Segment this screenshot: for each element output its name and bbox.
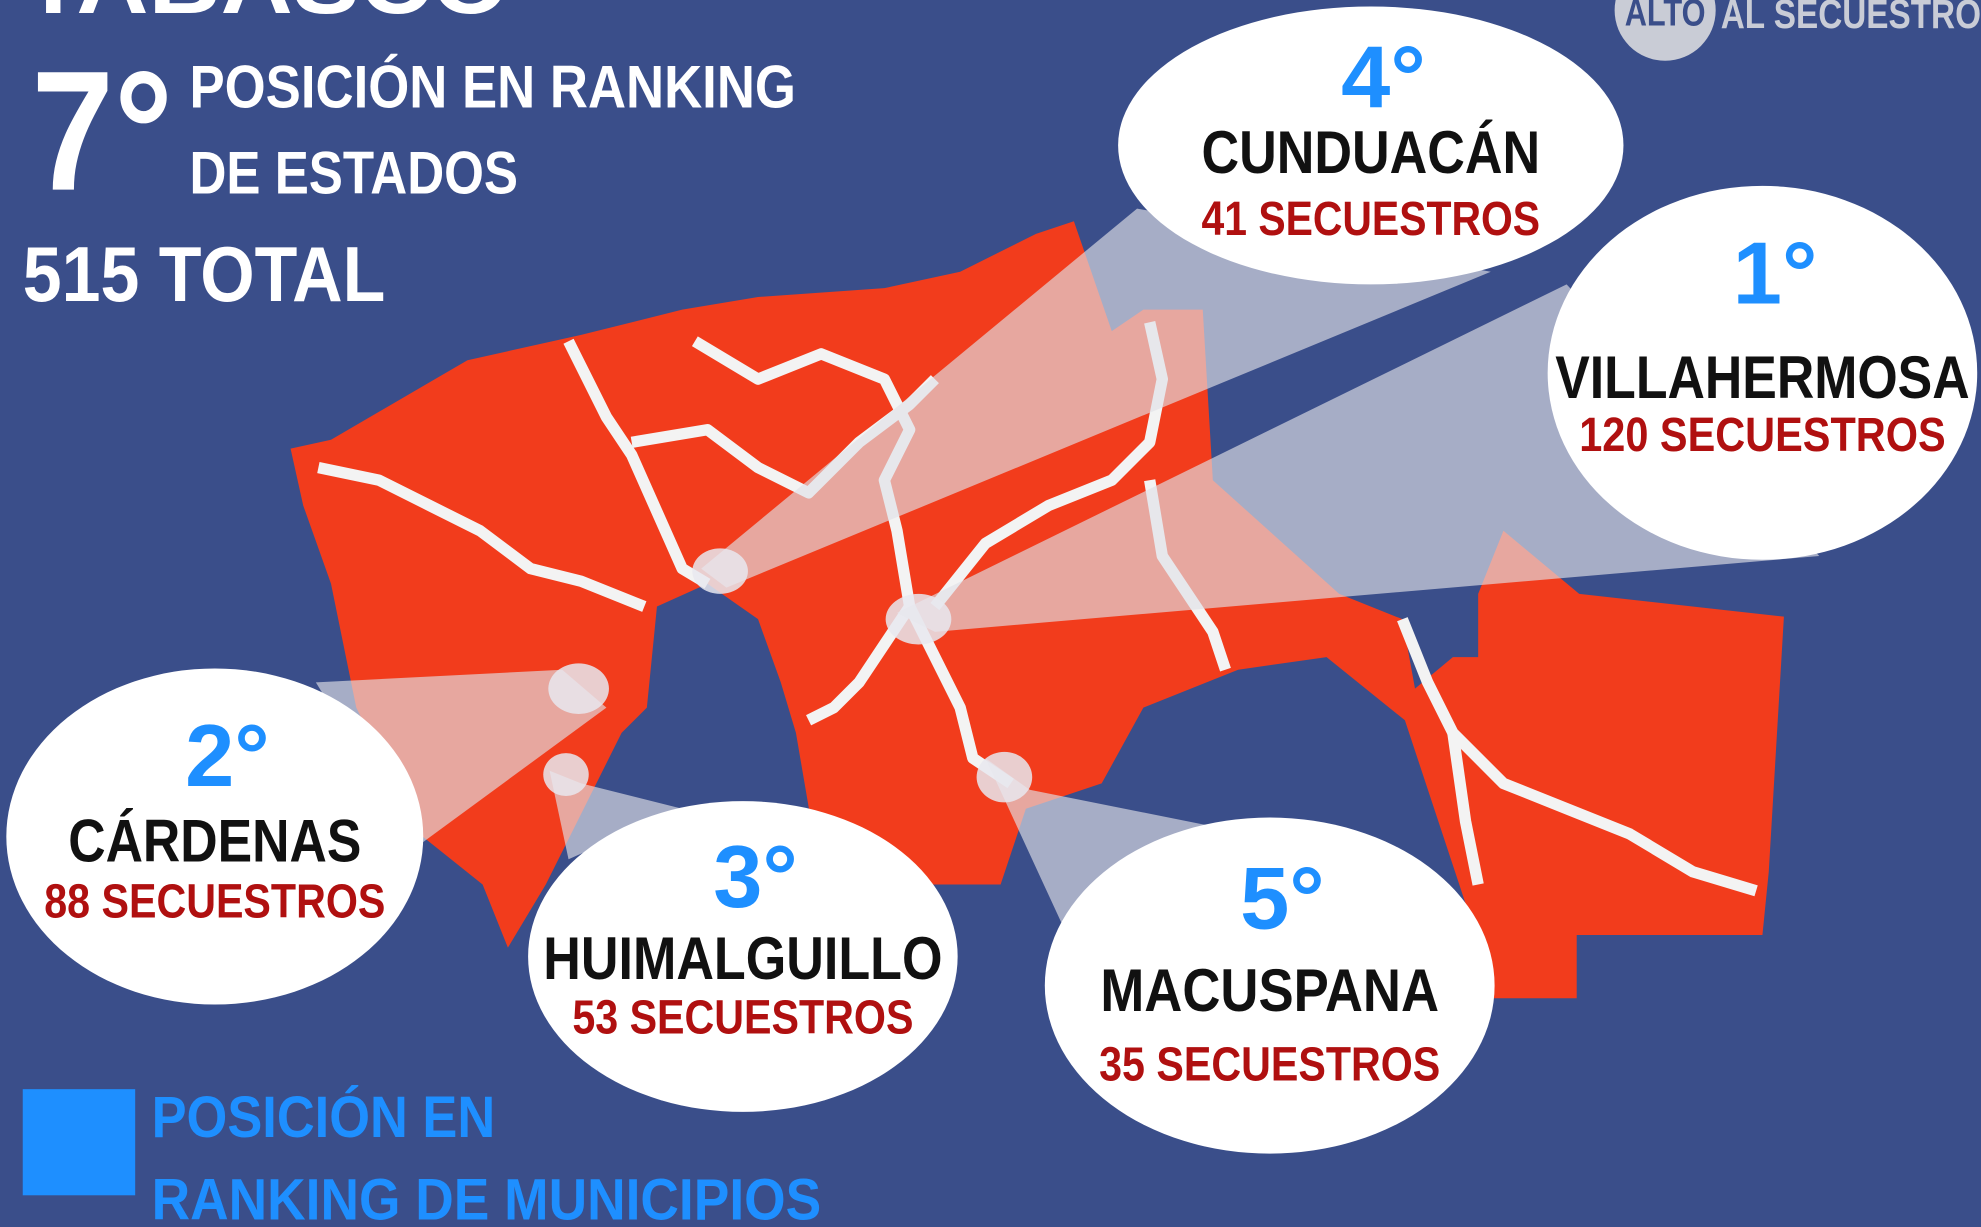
municipality-count: 41 SECUESTROS xyxy=(1201,193,1540,246)
wedge xyxy=(315,669,607,847)
municipality-name: CÁRDENAS xyxy=(68,807,361,875)
callouts: 4°CUNDUACÁN 41 SECUESTROS 1° VILLAHERMOSA12… xyxy=(6,6,1978,1154)
municipality-count: 53 SECUESTROS xyxy=(572,992,913,1045)
wedge xyxy=(701,208,1491,588)
municipality-name: VILLAHERMOSA xyxy=(1555,343,1969,411)
legend-text: POSICIÓN EN xyxy=(152,1085,496,1150)
logo-text: AL SECUESTRO xyxy=(1721,0,1981,37)
anchor xyxy=(885,593,952,645)
callout-bubble xyxy=(1044,817,1495,1154)
anchor xyxy=(543,753,589,797)
municipality-count: 35 SECUESTROS xyxy=(1099,1038,1440,1091)
municipality-rank: 2° xyxy=(185,706,270,805)
wedge xyxy=(985,758,1251,923)
anchor xyxy=(692,548,748,594)
municipality-rank: 1° xyxy=(1733,223,1818,322)
boundary xyxy=(1447,732,1484,886)
callout-bubble xyxy=(1118,6,1624,285)
legend-swatch xyxy=(22,1089,136,1196)
callout-bubble xyxy=(528,801,958,1112)
boundary xyxy=(317,462,647,612)
map xyxy=(290,208,1820,999)
title: TABASCO xyxy=(23,0,509,33)
wedge xyxy=(549,770,683,860)
boundary xyxy=(1397,617,1758,897)
municipality-count: 120 SECUESTROS xyxy=(1579,409,1945,462)
callout-anchors xyxy=(543,548,1033,803)
municipality-name: CUNDUACÁN xyxy=(1201,118,1540,186)
municipality-name: MACUSPANA xyxy=(1100,956,1439,1024)
municipality-rank: 4° xyxy=(1341,28,1426,127)
rank-text: POSICIÓN EN RANKING xyxy=(190,53,796,121)
logo-badge xyxy=(1614,0,1716,61)
boundary xyxy=(563,338,711,589)
legend-text: RANKING DE MUNICIPIOS xyxy=(152,1167,822,1227)
municipality-rank: 5° xyxy=(1240,849,1325,948)
callout-bubble xyxy=(6,668,424,1005)
total: 515 TOTAL xyxy=(23,230,386,318)
municipality-count: 88 SECUESTROS xyxy=(44,875,385,928)
logo-badge-text: ALTO xyxy=(1625,0,1706,34)
rank-text: DE ESTADOS xyxy=(190,138,518,206)
municipality-rank: 3° xyxy=(713,827,798,926)
anchor xyxy=(976,751,1033,803)
state-rank: 7° xyxy=(32,37,174,227)
municipality-name: HUIMALGUILLO xyxy=(543,924,942,992)
callout-bubble xyxy=(1547,185,1978,560)
anchor xyxy=(548,663,609,714)
